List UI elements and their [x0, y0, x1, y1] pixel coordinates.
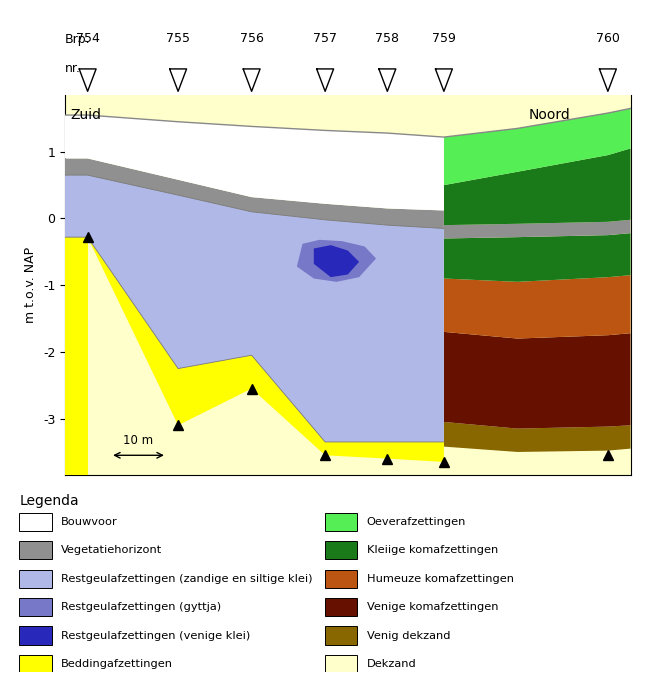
Text: Beddingafzettingen: Beddingafzettingen: [61, 659, 173, 669]
Text: Restgeulafzettingen (venige klei): Restgeulafzettingen (venige klei): [61, 631, 250, 640]
Text: Kleiige komafzettingen: Kleiige komafzettingen: [367, 545, 498, 555]
Text: 760: 760: [596, 31, 620, 45]
Polygon shape: [65, 175, 444, 442]
Polygon shape: [65, 115, 444, 210]
Text: 757: 757: [313, 31, 337, 45]
Bar: [20, 598, 52, 617]
Y-axis label: m t.o.v. NAP: m t.o.v. NAP: [24, 247, 37, 323]
Polygon shape: [444, 275, 630, 339]
Polygon shape: [65, 237, 88, 475]
Text: 10 m: 10 m: [124, 434, 153, 447]
Polygon shape: [444, 233, 630, 282]
Polygon shape: [65, 95, 630, 475]
Polygon shape: [314, 245, 359, 277]
Text: Restgeulafzettingen (gyttja): Restgeulafzettingen (gyttja): [61, 602, 221, 612]
Bar: [325, 513, 358, 531]
Bar: [20, 655, 52, 673]
Text: 758: 758: [375, 31, 399, 45]
Text: Bouwvoor: Bouwvoor: [61, 517, 118, 527]
Polygon shape: [444, 220, 630, 238]
Text: nr.: nr.: [65, 62, 81, 75]
Text: 754: 754: [75, 31, 99, 45]
Text: 756: 756: [240, 31, 263, 45]
Polygon shape: [444, 149, 630, 225]
Bar: [325, 626, 358, 645]
Bar: [20, 626, 52, 645]
Bar: [20, 541, 52, 559]
Polygon shape: [444, 422, 630, 452]
Bar: [20, 513, 52, 531]
Text: 755: 755: [166, 31, 190, 45]
Polygon shape: [65, 158, 444, 228]
Bar: [325, 655, 358, 673]
Text: Brp.: Brp.: [65, 33, 90, 45]
Text: Oeverafzettingen: Oeverafzettingen: [367, 517, 466, 527]
Polygon shape: [88, 237, 444, 462]
Text: Vegetatiehorizont: Vegetatiehorizont: [61, 545, 162, 555]
Polygon shape: [444, 332, 630, 428]
Text: Restgeulafzettingen (zandige en siltige klei): Restgeulafzettingen (zandige en siltige …: [61, 574, 313, 584]
Polygon shape: [297, 240, 376, 282]
Text: Venige komafzettingen: Venige komafzettingen: [367, 602, 499, 612]
Bar: [325, 570, 358, 588]
Bar: [325, 598, 358, 617]
Text: 759: 759: [432, 31, 456, 45]
Text: Noord: Noord: [528, 109, 571, 122]
Bar: [325, 541, 358, 559]
Text: Dekzand: Dekzand: [367, 659, 417, 669]
Text: Legenda: Legenda: [20, 494, 79, 509]
Text: Humeuze komafzettingen: Humeuze komafzettingen: [367, 574, 514, 584]
Text: Venig dekzand: Venig dekzand: [367, 631, 450, 640]
Text: Zuid: Zuid: [71, 109, 101, 122]
Bar: [20, 570, 52, 588]
Polygon shape: [444, 109, 630, 185]
